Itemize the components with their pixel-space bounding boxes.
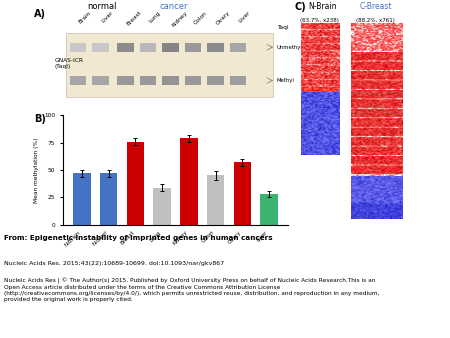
Text: Liver: Liver bbox=[100, 10, 114, 24]
Text: Lung: Lung bbox=[148, 10, 162, 24]
Text: Unmethyl: Unmethyl bbox=[277, 45, 303, 50]
Text: N-Brain: N-Brain bbox=[308, 2, 337, 11]
Bar bbox=[70, 76, 86, 85]
Text: cancer: cancer bbox=[160, 2, 188, 11]
Text: Colon: Colon bbox=[193, 10, 208, 25]
Bar bbox=[230, 76, 246, 85]
Text: C): C) bbox=[295, 2, 306, 12]
Bar bbox=[185, 76, 201, 85]
Text: Methyl: Methyl bbox=[277, 78, 295, 83]
Bar bbox=[207, 76, 224, 85]
Bar bbox=[230, 43, 246, 52]
Bar bbox=[234, 162, 251, 225]
Bar bbox=[66, 33, 273, 97]
Bar bbox=[180, 138, 198, 225]
Bar bbox=[117, 43, 134, 52]
Bar bbox=[73, 173, 90, 225]
Text: TaqI: TaqI bbox=[277, 25, 288, 30]
Bar bbox=[162, 76, 179, 85]
Bar bbox=[127, 142, 144, 225]
Text: (88.2%, x761): (88.2%, x761) bbox=[356, 18, 394, 23]
Bar bbox=[153, 188, 171, 225]
Text: normal: normal bbox=[88, 2, 117, 11]
Bar bbox=[162, 43, 179, 52]
Bar bbox=[207, 175, 224, 225]
Bar bbox=[207, 43, 224, 52]
Text: C-Breast: C-Breast bbox=[360, 2, 392, 11]
Text: (63.7%, x238): (63.7%, x238) bbox=[300, 18, 339, 23]
Text: Ovary: Ovary bbox=[216, 10, 231, 26]
Bar bbox=[140, 43, 156, 52]
Bar bbox=[140, 76, 156, 85]
Text: B): B) bbox=[34, 114, 45, 124]
Bar bbox=[70, 43, 86, 52]
Bar bbox=[261, 194, 278, 225]
Text: GNAS-ICR
(TaqI): GNAS-ICR (TaqI) bbox=[54, 58, 83, 69]
Bar bbox=[92, 76, 108, 85]
Text: Breast: Breast bbox=[126, 10, 143, 27]
Text: Liver: Liver bbox=[238, 10, 252, 24]
Text: Nucleic Acids Res. 2015;43(22):10689-10699. doi:10.1093/nar/gkv867: Nucleic Acids Res. 2015;43(22):10689-106… bbox=[4, 261, 225, 266]
Text: Nucleic Acids Res | © The Author(s) 2015. Published by Oxford University Press o: Nucleic Acids Res | © The Author(s) 2015… bbox=[4, 278, 380, 302]
Y-axis label: Mean methylation (%): Mean methylation (%) bbox=[34, 137, 39, 203]
Text: From: Epigenetic instability of imprinted genes in human cancers: From: Epigenetic instability of imprinte… bbox=[4, 235, 273, 241]
Bar bbox=[117, 76, 134, 85]
Text: A): A) bbox=[34, 9, 46, 19]
Text: Kidney: Kidney bbox=[171, 10, 188, 28]
Bar bbox=[92, 43, 108, 52]
Bar bbox=[185, 43, 201, 52]
Text: Brain: Brain bbox=[78, 10, 92, 24]
Bar bbox=[100, 173, 117, 225]
